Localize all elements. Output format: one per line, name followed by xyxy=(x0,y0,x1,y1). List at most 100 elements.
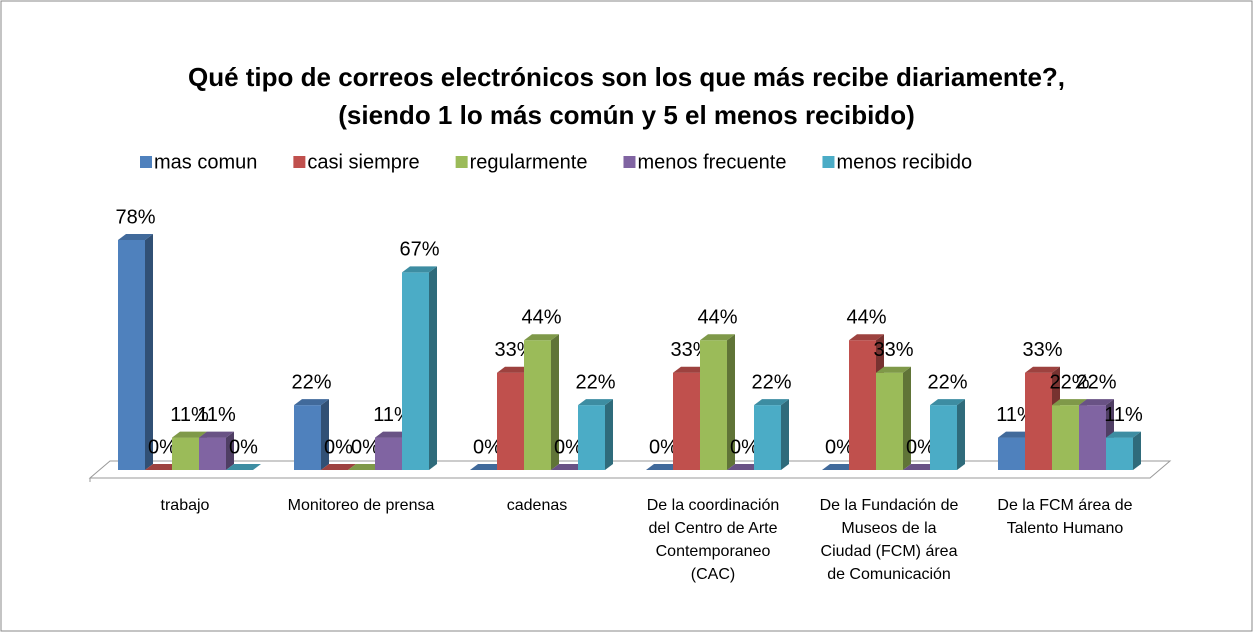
bar xyxy=(673,372,700,470)
bar xyxy=(524,340,551,470)
value-label: 33% xyxy=(873,339,913,361)
value-label: 44% xyxy=(521,307,561,329)
bar-top xyxy=(998,431,1033,438)
bar-side xyxy=(551,334,559,470)
value-label: 0% xyxy=(906,436,935,458)
value-label: 22% xyxy=(751,371,791,393)
bar-top xyxy=(145,464,180,470)
value-label: 22% xyxy=(1049,371,1089,393)
bar-top xyxy=(876,366,911,373)
bar xyxy=(118,240,145,470)
bar xyxy=(754,405,781,470)
value-label: 0% xyxy=(825,436,854,458)
bar-top xyxy=(294,399,329,406)
bar-top xyxy=(1079,399,1114,406)
bar-top xyxy=(727,464,762,470)
legend-swatch xyxy=(140,156,152,168)
bar-side xyxy=(321,399,329,470)
chart-title: Qué tipo de correos electrónicos son los… xyxy=(187,62,1066,130)
bar-top xyxy=(903,464,938,470)
bar-top xyxy=(321,464,356,470)
bar-top xyxy=(822,464,857,470)
bar xyxy=(1106,437,1133,470)
x-tick-label: Monitoreo de prensa xyxy=(287,497,435,514)
x-tick-label: trabajo xyxy=(160,497,210,514)
bar-top xyxy=(172,431,207,438)
legend-label: casi siempre xyxy=(307,151,419,173)
bar xyxy=(375,437,402,470)
bar-top xyxy=(524,334,559,341)
legend-swatch xyxy=(623,156,636,168)
bar-top xyxy=(673,366,708,373)
legend-label: menos frecuente xyxy=(637,151,786,173)
bar xyxy=(1079,405,1106,470)
bar-top xyxy=(700,334,735,341)
value-label: 22% xyxy=(927,371,967,393)
value-label: 11% xyxy=(197,404,236,426)
bar xyxy=(930,405,957,470)
bar-top xyxy=(849,334,884,341)
value-label: 0% xyxy=(730,436,759,458)
bar xyxy=(497,372,524,470)
bar-side xyxy=(727,334,735,470)
bar xyxy=(876,372,903,470)
value-label: 22% xyxy=(575,371,615,393)
bar-top xyxy=(551,464,586,470)
value-label: 67% xyxy=(399,239,439,261)
bar-side xyxy=(226,431,234,470)
bar-top xyxy=(375,431,410,438)
bar xyxy=(199,437,226,470)
value-label: 0% xyxy=(351,436,380,458)
legend-label: regularmente xyxy=(470,151,588,173)
legend-swatch xyxy=(293,156,306,168)
value-label: 0% xyxy=(229,436,258,458)
legend-label: menos recibido xyxy=(836,151,972,173)
x-tick-label: De la Fundación de Museos de la Ciudad (… xyxy=(819,497,959,583)
bar-top xyxy=(199,431,234,438)
bar xyxy=(402,272,429,470)
bar-top xyxy=(118,234,153,240)
bar-top xyxy=(578,399,613,406)
bar-side xyxy=(957,399,965,470)
bar xyxy=(998,437,1025,470)
value-label: 22% xyxy=(291,371,331,393)
bar xyxy=(1052,405,1079,470)
legend-label: mas comun xyxy=(154,151,257,173)
value-label: 11% xyxy=(1104,404,1143,426)
bar-top xyxy=(348,464,383,470)
bar-top xyxy=(646,464,681,470)
bar-top xyxy=(1106,431,1141,438)
bar-side xyxy=(145,234,153,470)
bar xyxy=(1025,372,1052,470)
value-label: 0% xyxy=(148,436,177,458)
bar xyxy=(578,405,605,470)
value-label: 33% xyxy=(1022,339,1062,361)
value-label: 44% xyxy=(697,307,737,329)
legend-swatch xyxy=(455,156,468,168)
bar xyxy=(849,340,876,470)
bar-top xyxy=(930,399,965,406)
value-label: 22% xyxy=(1076,371,1116,393)
bar xyxy=(172,437,199,470)
x-tick-label: cadenas xyxy=(506,497,568,514)
bar-top xyxy=(226,464,261,470)
bar xyxy=(700,340,727,470)
x-tick-label: De la FCM área de Talento Humano xyxy=(997,497,1133,537)
bar-top xyxy=(1025,366,1060,373)
bar-side xyxy=(429,266,437,470)
value-label: 11% xyxy=(170,404,209,426)
legend-swatch xyxy=(822,156,835,168)
value-label: 0% xyxy=(649,436,678,458)
value-label: 78% xyxy=(115,206,155,228)
value-label: 44% xyxy=(846,307,886,329)
bar-side xyxy=(781,399,789,470)
bar-top xyxy=(497,366,532,373)
value-label: 0% xyxy=(324,436,353,458)
value-label: 0% xyxy=(554,436,583,458)
x-tick-label: De la coordinación del Centro de Arte Co… xyxy=(646,497,780,583)
bar-side xyxy=(903,366,911,470)
bar-top xyxy=(754,399,789,406)
